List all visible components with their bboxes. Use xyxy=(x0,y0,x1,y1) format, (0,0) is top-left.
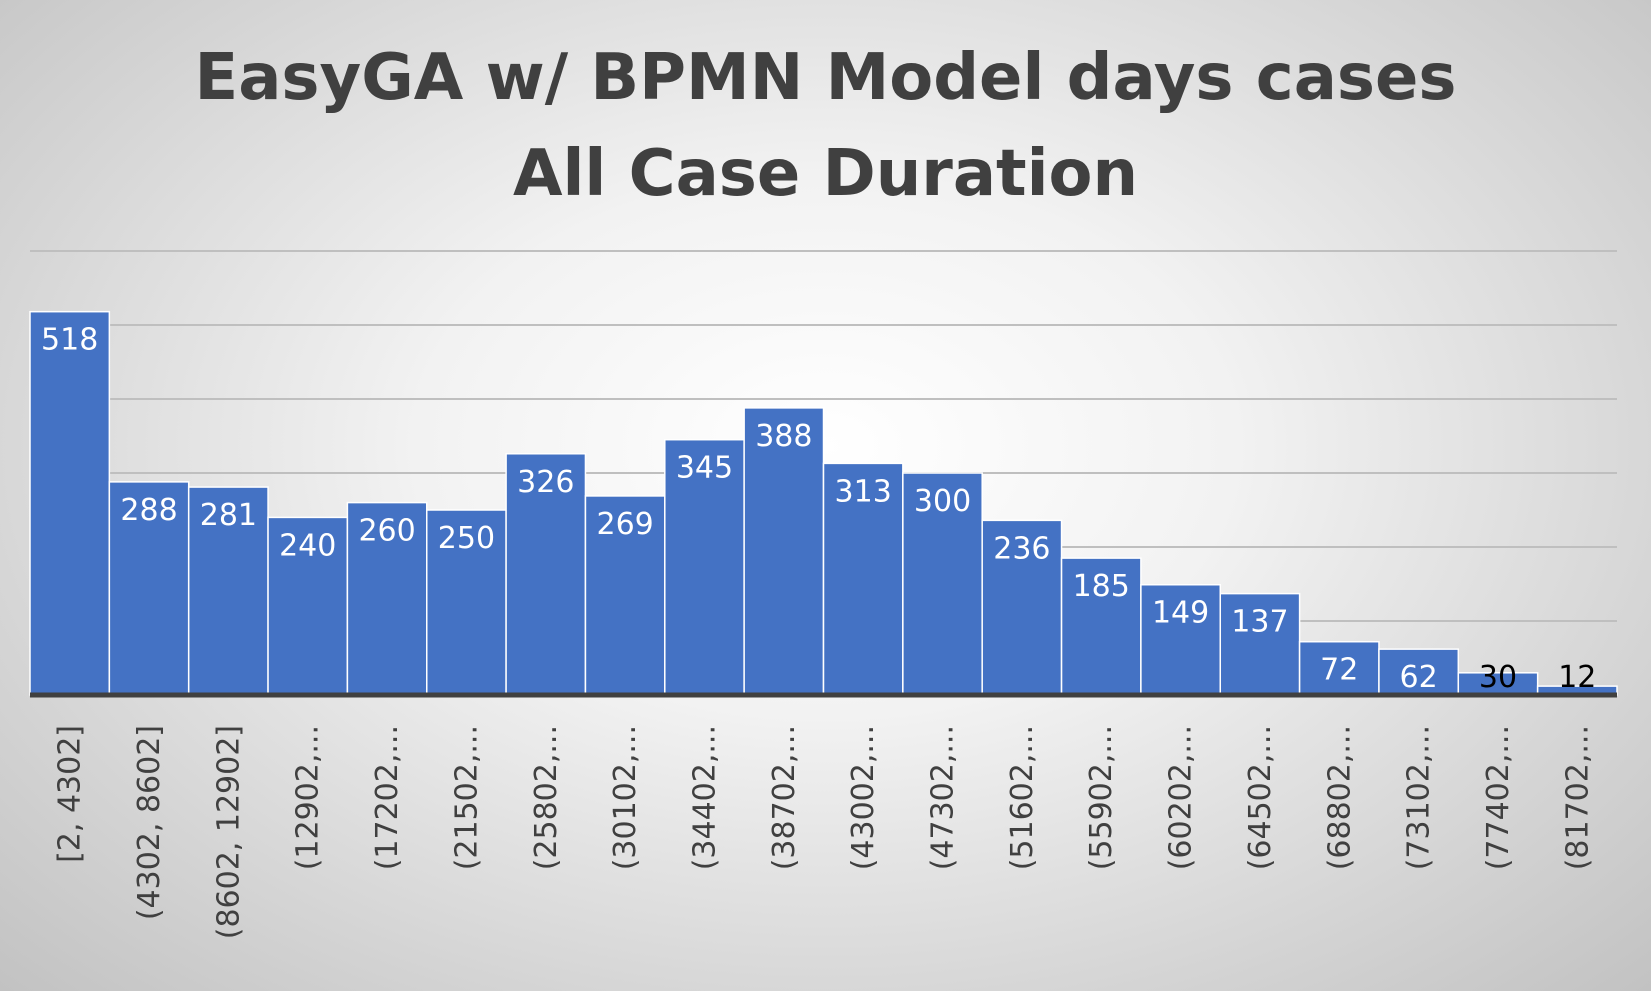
x-tick-label-9: (38702,... xyxy=(767,725,802,870)
bar-0 xyxy=(29,310,111,696)
x-tick-label-19: (81702,... xyxy=(1560,725,1595,870)
x-tick-label-4: (17202,... xyxy=(370,725,405,870)
x-tick-label-11: (47302,... xyxy=(926,725,961,870)
bar-1 xyxy=(108,481,190,696)
data-label-8: 345 xyxy=(676,451,733,486)
x-tick-label-2: (8602, 12902] xyxy=(211,725,246,939)
data-label-18: 30 xyxy=(1479,660,1517,695)
bar-12 xyxy=(981,519,1063,696)
x-tick-label-15: (64502,... xyxy=(1243,725,1278,870)
x-tick-label-3: (12902,... xyxy=(291,725,326,870)
bar-9 xyxy=(743,407,825,696)
bar-11 xyxy=(902,472,983,696)
x-tick-label-16: (68802,... xyxy=(1322,725,1357,870)
data-label-3: 240 xyxy=(279,528,336,563)
data-label-6: 326 xyxy=(517,465,574,500)
x-tick-label-18: (77402,... xyxy=(1481,725,1516,870)
data-label-2: 281 xyxy=(200,498,257,533)
bar-10 xyxy=(822,462,904,696)
data-label-15: 137 xyxy=(1231,605,1288,640)
bar-2 xyxy=(187,486,269,696)
data-label-0: 518 xyxy=(41,323,98,358)
x-tick-labels: [2, 4302] (4302, 8602] (8602, 12902] (12902… xyxy=(53,725,1596,939)
x-tick-label-5: (21502,... xyxy=(449,725,484,870)
data-label-19: 12 xyxy=(1558,660,1596,695)
x-tick-label-1: (4302, 8602] xyxy=(132,725,167,920)
bar-17 xyxy=(1378,648,1460,696)
data-label-14: 149 xyxy=(1152,596,1209,631)
x-tick-label-12: (51602,... xyxy=(1005,725,1040,870)
x-tick-label-17: (73102,... xyxy=(1402,725,1437,870)
bar-4 xyxy=(346,501,428,696)
data-label-9: 388 xyxy=(755,419,812,454)
x-tick-label-10: (43002,... xyxy=(846,725,881,870)
chart-title: EasyGA w/ BPMN Model days cases All Case… xyxy=(0,30,1651,222)
bar-7 xyxy=(584,495,666,696)
data-label-13: 185 xyxy=(1073,569,1130,604)
data-label-5: 250 xyxy=(438,521,495,556)
x-tick-label-0: [2, 4302] xyxy=(53,725,88,863)
data-label-1: 288 xyxy=(120,493,177,528)
data-label-11: 300 xyxy=(914,484,971,519)
data-label-12: 236 xyxy=(993,531,1050,566)
x-tick-label-6: (25802,... xyxy=(529,725,564,870)
data-label-17: 62 xyxy=(1400,660,1438,695)
bar-16 xyxy=(1298,640,1380,696)
chart-title-line-2: All Case Duration xyxy=(512,137,1139,211)
bar-3 xyxy=(267,516,349,696)
chart-title-line-1: EasyGA w/ BPMN Model days cases xyxy=(194,41,1457,115)
x-tick-label-8: (34402,... xyxy=(687,725,722,870)
data-label-7: 269 xyxy=(596,507,653,542)
x-tick-label-13: (55902,... xyxy=(1084,725,1119,870)
data-label-4: 260 xyxy=(358,514,415,549)
data-label-10: 313 xyxy=(835,474,892,509)
x-tick-label-7: (30102,... xyxy=(608,725,643,870)
data-label-16: 72 xyxy=(1320,653,1358,688)
data-labels: 518 288 281 240 260 250 326 269 345 388 313 300 236 1… xyxy=(41,323,1596,695)
bars xyxy=(29,310,1618,696)
x-tick-label-14: (60202,... xyxy=(1164,725,1199,870)
